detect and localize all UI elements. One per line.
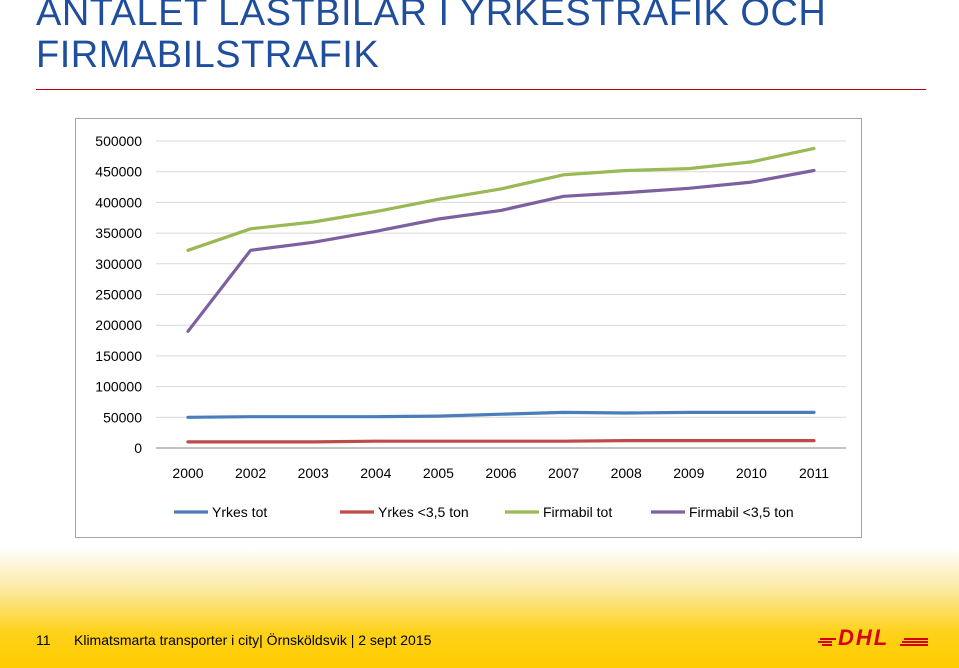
x-tick-label: 2000 [172, 465, 203, 481]
x-tick-label: 2005 [423, 465, 454, 481]
y-tick-label: 350000 [95, 225, 142, 241]
page-number: 11 [36, 632, 51, 648]
x-tick-label: 2009 [673, 465, 704, 481]
chart-canvas: 0 50000 100000 150000 200000 250000 300000 3500… [95, 133, 846, 520]
y-tick-label: 400000 [95, 194, 142, 210]
legend-label: Firmabil tot [543, 504, 612, 520]
y-tick-label: 0 [134, 440, 142, 456]
slide-title: ANTALET LASTBILAR I YRKESTRAFIK OCH FIRM… [36, 0, 936, 76]
dhl-logo-stripes [818, 638, 928, 646]
slide-title-line-1: ANTALET LASTBILAR I YRKESTRAFIK OCH [36, 0, 827, 34]
x-tick-label: 2004 [360, 465, 391, 481]
dhl-logo-text: DHL [838, 626, 889, 648]
slide-title-line-2: FIRMABILSTRAFIK [36, 34, 380, 76]
x-tick-label: 2003 [298, 465, 329, 481]
series-line [186, 146, 816, 252]
footer-band [0, 548, 959, 668]
legend-label: Firmabil <3,5 ton [689, 504, 794, 520]
dhl-stripe [904, 638, 928, 640]
y-tick-label: 150000 [95, 348, 142, 364]
footer-caption: Klimatsmarta transporter i city| Örnsköl… [74, 632, 432, 648]
dhl-stripe [902, 641, 928, 643]
line-chart: 0 50000 100000 150000 200000 250000 300000 3500… [75, 118, 862, 538]
x-tick-label: 2008 [611, 465, 642, 481]
series-line [186, 439, 816, 444]
series-line [186, 410, 816, 419]
y-tick-label: 200000 [95, 317, 142, 333]
y-tick-label: 50000 [103, 409, 142, 425]
dhl-logo: DHL [818, 626, 928, 648]
x-tick-label: 2002 [235, 465, 266, 481]
dhl-stripe [822, 644, 832, 646]
x-tick-label: 2007 [548, 465, 579, 481]
y-tick-label: 500000 [95, 133, 142, 149]
dhl-stripe [900, 644, 928, 646]
dhl-stripe [818, 641, 832, 643]
legend-label: Yrkes tot [212, 504, 267, 520]
y-tick-label: 300000 [95, 256, 142, 272]
legend-label: Yrkes <3,5 ton [378, 504, 469, 520]
y-tick-label: 250000 [95, 287, 142, 303]
y-tick-label: 100000 [95, 379, 142, 395]
x-tick-label: 2006 [485, 465, 516, 481]
series-line [186, 168, 816, 333]
y-tick-label: 450000 [95, 164, 142, 180]
x-tick-label: 2010 [736, 465, 767, 481]
x-tick-label: 2011 [799, 465, 829, 481]
title-divider [36, 89, 926, 90]
dhl-stripe [820, 638, 836, 640]
